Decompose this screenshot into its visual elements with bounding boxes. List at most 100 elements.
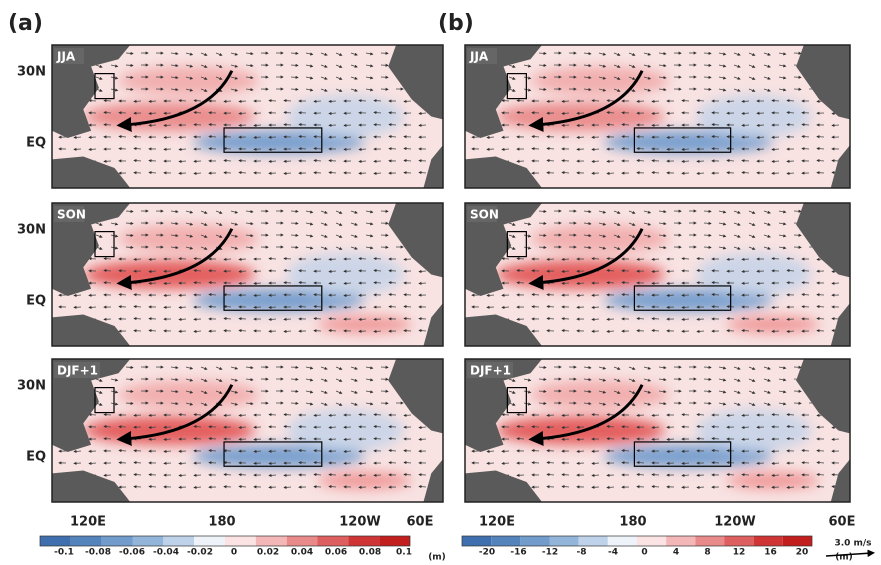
wind-vector xyxy=(253,281,262,285)
season-label: DJF+1 xyxy=(470,364,511,378)
wind-vector xyxy=(561,425,570,430)
wind-vector xyxy=(418,269,427,274)
colorbar-cell xyxy=(753,536,783,546)
wind-vector xyxy=(133,317,142,321)
wind-vector xyxy=(718,222,727,226)
wind-vector xyxy=(103,268,112,273)
wind-vector xyxy=(778,246,787,250)
wind-vector xyxy=(305,402,314,406)
wind-vector xyxy=(313,305,322,309)
wind-vector xyxy=(583,401,592,406)
wind-vector xyxy=(358,99,367,103)
land xyxy=(465,359,542,452)
wind-vector xyxy=(756,281,765,285)
wind-vector xyxy=(576,437,585,441)
wind-vector xyxy=(268,257,277,261)
wind-vector xyxy=(576,123,585,127)
wind-vector xyxy=(335,402,343,406)
wind-vector xyxy=(816,461,825,465)
wind-vector xyxy=(163,449,172,453)
wind-vector xyxy=(733,64,741,68)
wind-vector xyxy=(538,75,547,79)
wind-vector xyxy=(681,317,690,321)
wind-vector xyxy=(703,377,712,381)
wind-vector xyxy=(103,257,112,261)
wind-vector xyxy=(320,52,328,56)
wind-vector xyxy=(245,52,254,56)
wind-vector xyxy=(598,378,607,382)
wind-vector xyxy=(606,171,615,175)
wind-vector xyxy=(230,234,239,238)
wind-vector xyxy=(230,366,239,370)
wind-vector xyxy=(613,234,621,238)
wind-vector xyxy=(125,87,134,91)
wind-vector xyxy=(88,99,97,103)
wind-vector xyxy=(73,449,82,453)
colorbar-tick: 12 xyxy=(733,548,746,558)
wind-vector xyxy=(238,485,247,489)
wind-vector xyxy=(200,210,208,214)
colorbar-tick: -16 xyxy=(510,548,526,558)
wind-vector xyxy=(290,221,299,225)
wind-vector xyxy=(230,378,239,382)
wind-vector xyxy=(591,159,600,163)
wind-vector xyxy=(313,257,322,261)
wind-vector xyxy=(163,437,172,441)
pathway-arrow xyxy=(528,384,644,446)
wind-vector xyxy=(696,329,705,333)
anomaly-warm xyxy=(118,66,260,96)
wind-vector xyxy=(583,209,592,214)
wind-vector xyxy=(178,413,187,417)
wind-vector xyxy=(786,123,795,127)
lon-label: 180 xyxy=(619,515,646,530)
vector-scale-arrow xyxy=(825,549,875,558)
wind-vector xyxy=(703,365,712,369)
region-box xyxy=(633,441,732,467)
wind-vector xyxy=(561,329,570,333)
anomaly-warm xyxy=(530,66,670,96)
wind-vector xyxy=(230,390,239,394)
wind-vector xyxy=(335,210,343,214)
wind-vector xyxy=(786,424,795,429)
wind-vector xyxy=(373,99,382,103)
wind-vector xyxy=(546,257,555,261)
wind-vector xyxy=(403,317,412,321)
season-label: JJA xyxy=(469,50,489,64)
wind-vector xyxy=(320,234,328,238)
wind-vector xyxy=(193,329,202,333)
wind-vector xyxy=(350,222,358,226)
wind-vector xyxy=(786,413,795,417)
wind-vector xyxy=(373,123,382,127)
wind-vector xyxy=(486,135,495,139)
wind-vector xyxy=(561,111,570,116)
wind-vector xyxy=(613,76,621,80)
wind-vector xyxy=(628,210,636,214)
wind-vector xyxy=(501,413,510,417)
wind-vector xyxy=(643,366,652,370)
wind-vector xyxy=(230,64,239,68)
wind-vector xyxy=(350,52,358,56)
wind-vector xyxy=(238,269,247,274)
wind-vector xyxy=(290,209,299,213)
wind-vector xyxy=(305,246,314,250)
wind-vector xyxy=(613,88,621,92)
wind-vector xyxy=(358,461,367,465)
wind-vector xyxy=(636,159,645,163)
wind-vector xyxy=(606,99,615,103)
wind-vector xyxy=(223,473,232,477)
wind-vector xyxy=(170,63,179,68)
colorbar-cell xyxy=(286,536,318,546)
wind-vector xyxy=(193,268,202,273)
wind-vector xyxy=(696,257,705,261)
wind-vector xyxy=(298,123,307,127)
wind-vector xyxy=(628,64,636,68)
wind-vector xyxy=(606,329,615,333)
wind-vector xyxy=(350,234,358,238)
wind-vector xyxy=(305,64,314,68)
wind-vector xyxy=(238,111,247,116)
wind-vector xyxy=(125,209,134,213)
wind-vector xyxy=(546,317,555,321)
wind-vector xyxy=(328,425,337,430)
pathway-arrow xyxy=(528,70,644,132)
anomaly-warm xyxy=(118,224,260,254)
